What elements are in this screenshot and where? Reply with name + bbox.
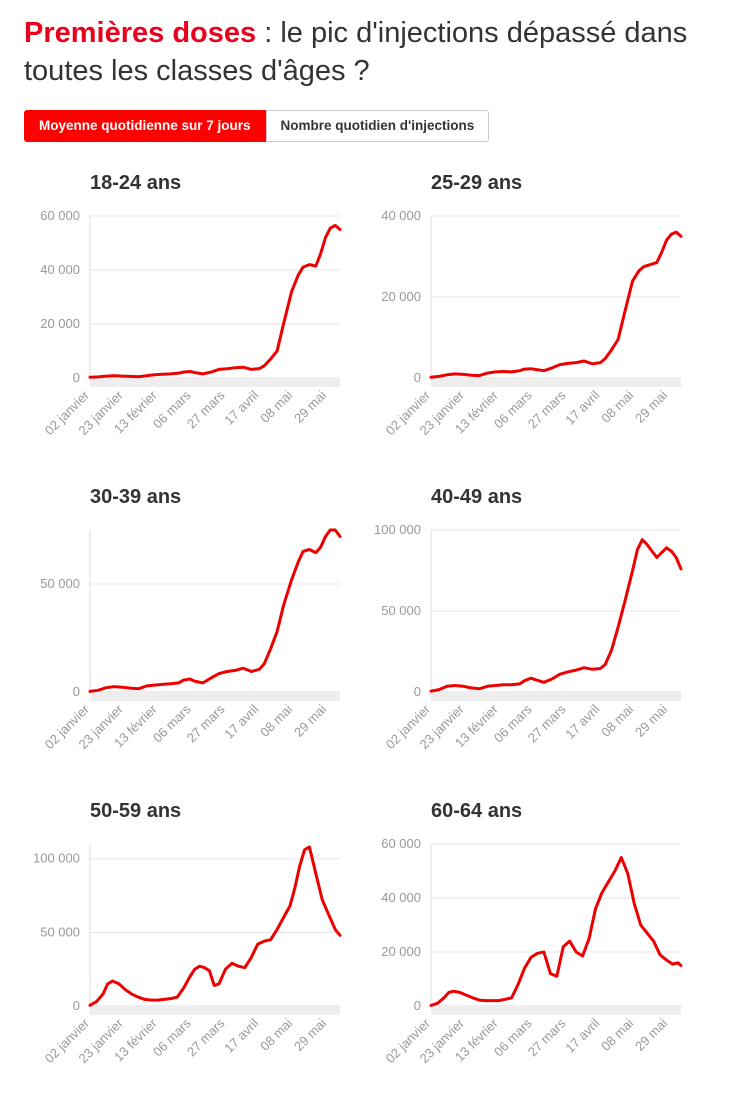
title-rest: : le pic d'injections dépassé dans toute… (24, 17, 688, 87)
x-axis-band (90, 377, 340, 387)
y-tick-label: 100 000 (33, 851, 80, 866)
y-tick-label: 20 000 (381, 289, 421, 304)
chart-title: 25-29 ans (431, 172, 523, 194)
y-tick-label: 50 000 (40, 924, 80, 939)
x-tick-label: 29 mai (632, 701, 670, 739)
chart-panel-4: 40-49 ans 0 50 000 100 000 02 janvier 23 janv… (365, 486, 705, 786)
y-tick-label: 20 000 (40, 316, 80, 331)
chart-header: Premières doses : le pic d'injections dé… (24, 14, 724, 90)
y-tick-label: 20 000 (381, 944, 421, 959)
series-line (88, 223, 342, 379)
x-tick-label: 17 avril (562, 1015, 602, 1055)
x-tick-label: 17 avril (562, 387, 602, 427)
chart-panel-2: 25-29 ans 0 20 000 40 000 02 janvier 23 janvi… (365, 172, 705, 472)
x-tick-label: 08 mai (598, 387, 636, 425)
x-tick-label: 08 mai (598, 1015, 636, 1053)
y-tick-label: 50 000 (40, 576, 80, 591)
x-tick-label: 08 mai (598, 701, 636, 739)
chart-panel-3: 30-39 ans 0 50 000 02 janvier 23 janvier 13 f… (24, 486, 364, 786)
title-highlight: Premières doses (24, 17, 257, 49)
view-toggle-group: Moyenne quotidienne sur 7 jours Nombre q… (24, 110, 490, 142)
series-line (429, 538, 683, 693)
toggle-7day-average[interactable]: Moyenne quotidienne sur 7 jours (24, 110, 266, 142)
x-tick-label: 29 mai (632, 1015, 670, 1053)
chart-panel-6: 60-64 ans 0 20 000 40 000 60 000 02 janvier 23… (365, 800, 705, 1100)
x-tick-label: 17 avril (221, 1015, 261, 1055)
x-tick-label: 08 mai (257, 701, 295, 739)
chart-title: 50-59 ans (90, 800, 182, 822)
y-tick-label: 40 000 (40, 262, 80, 277)
chart-panel-1: 18-24 ans 0 20 000 40 000 60 000 02 janvier 23… (24, 172, 364, 472)
x-tick-label: 27 mars (525, 1015, 569, 1059)
y-tick-label: 40 000 (381, 890, 421, 905)
y-tick-label: 0 (73, 998, 80, 1013)
y-tick-label: 60 000 (381, 836, 421, 851)
x-tick-label: 17 avril (562, 701, 602, 741)
y-tick-label: 0 (414, 684, 421, 699)
y-tick-label: 100 000 (374, 522, 421, 537)
y-tick-label: 0 (73, 370, 80, 385)
series-line (429, 856, 683, 1007)
x-tick-label: 17 avril (221, 387, 261, 427)
x-tick-label: 27 mars (184, 701, 228, 745)
x-axis-band (431, 1005, 681, 1015)
y-tick-label: 0 (73, 684, 80, 699)
x-tick-label: 29 mai (291, 387, 329, 425)
chart-title: 18-24 ans (90, 172, 182, 194)
y-tick-label: 0 (414, 370, 421, 385)
y-tick-label: 40 000 (381, 208, 421, 223)
x-axis-band (431, 377, 681, 387)
x-tick-label: 27 mars (184, 387, 228, 431)
x-tick-label: 08 mai (257, 1015, 295, 1053)
x-tick-label: 29 mai (632, 387, 670, 425)
x-tick-label: 08 mai (257, 387, 295, 425)
x-axis-band (90, 691, 340, 701)
series-line (429, 230, 683, 379)
series-line (88, 528, 342, 693)
x-tick-label: 29 mai (291, 701, 329, 739)
x-axis-band (90, 1005, 340, 1015)
y-tick-label: 0 (414, 998, 421, 1013)
y-tick-label: 50 000 (381, 603, 421, 618)
chart-title: 40-49 ans (431, 486, 523, 508)
x-tick-label: 27 mars (525, 701, 569, 745)
page-title: Premières doses : le pic d'injections dé… (24, 14, 724, 90)
y-tick-label: 60 000 (40, 208, 80, 223)
x-axis-band (431, 691, 681, 701)
series-line (88, 845, 342, 1007)
chart-panel-5: 50-59 ans 0 50 000 100 000 02 janvier 23 janv… (24, 800, 364, 1100)
x-tick-label: 29 mai (291, 1015, 329, 1053)
x-tick-label: 27 mars (184, 1015, 228, 1059)
x-tick-label: 27 mars (525, 387, 569, 431)
chart-title: 60-64 ans (431, 800, 523, 822)
toggle-daily-count[interactable]: Nombre quotidien d'injections (265, 110, 490, 142)
x-tick-label: 17 avril (221, 701, 261, 741)
chart-title: 30-39 ans (90, 486, 182, 508)
